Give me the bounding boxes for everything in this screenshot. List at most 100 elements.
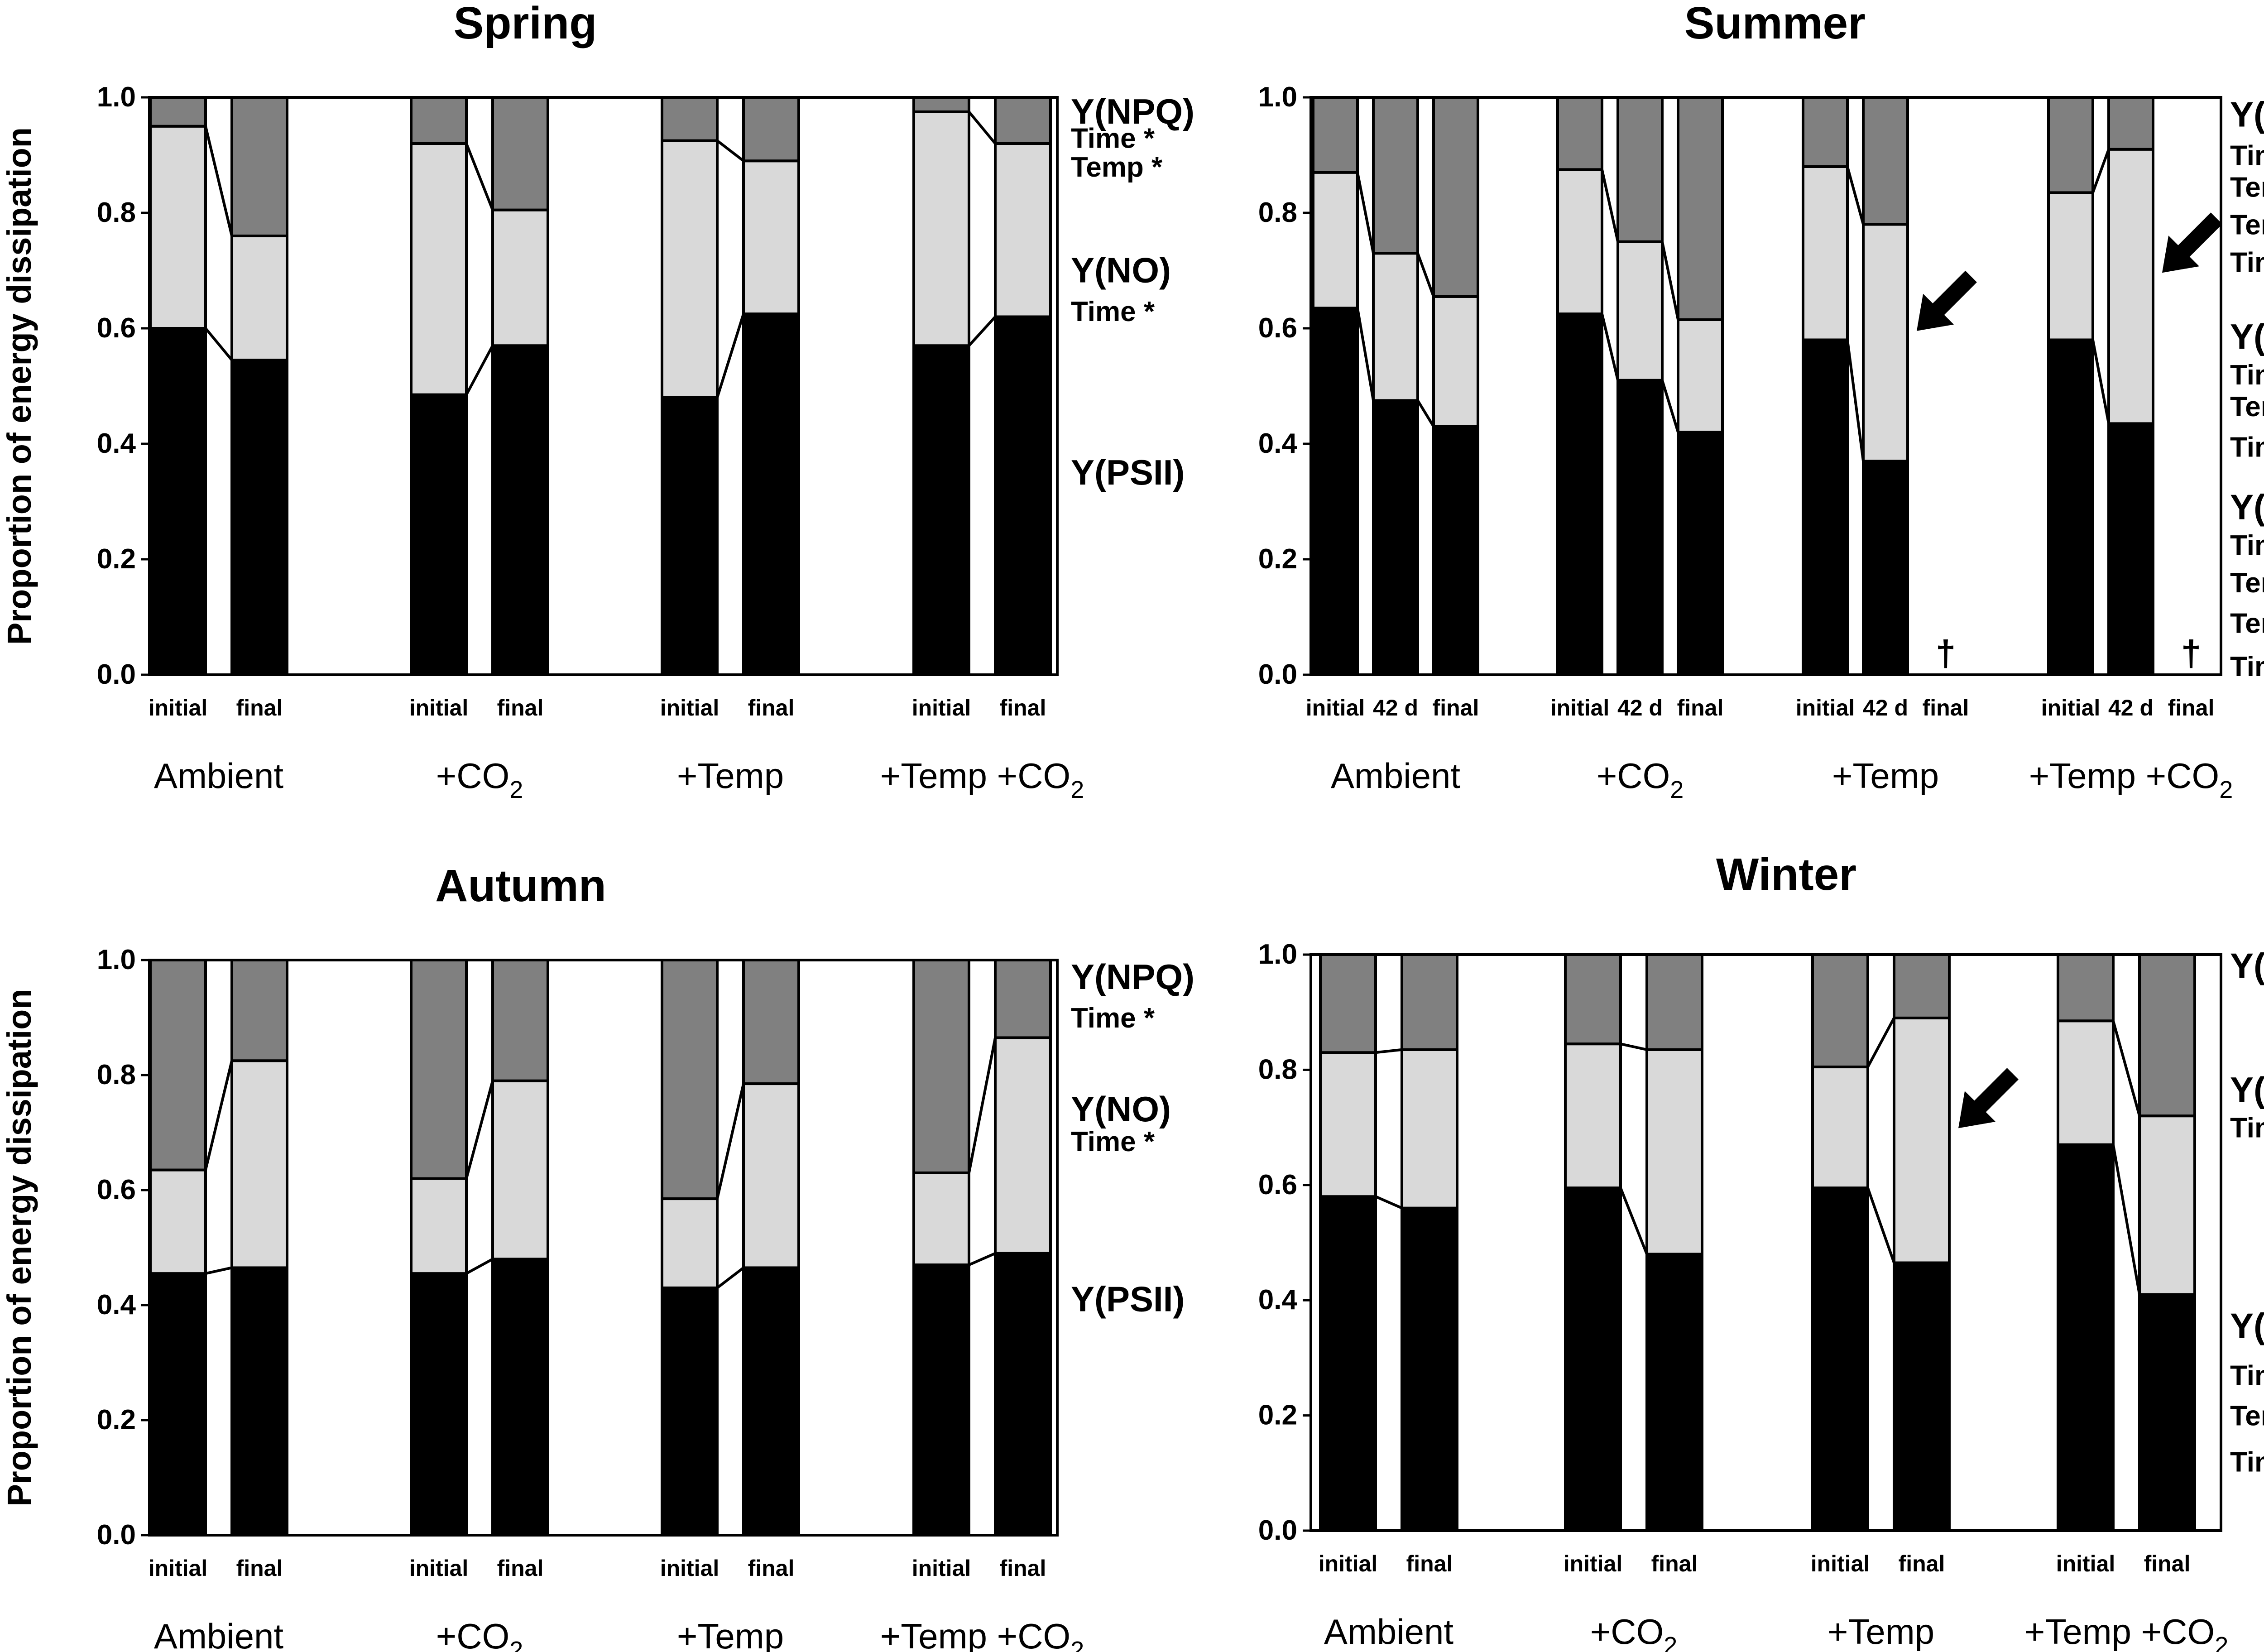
y-tick-label: 1.0 xyxy=(1258,939,1297,970)
stat-label: Temp * xyxy=(2230,567,2264,599)
bar-segment-no xyxy=(1312,171,1359,310)
stat-label: Time * xyxy=(1071,1003,1155,1034)
connector-line xyxy=(968,1252,996,1266)
stat-label: Time * xyxy=(2230,247,2264,278)
bar-segment-psii xyxy=(1312,307,1359,676)
stat-label: Time * xyxy=(2230,140,2264,172)
group-label: +CO2 xyxy=(436,756,523,803)
bar-segment-npq xyxy=(230,96,288,237)
y-axis-label: Proportion of energy dissipation xyxy=(0,989,38,1507)
bar-segment-npq xyxy=(1862,96,1909,226)
connector-line xyxy=(204,1060,233,1171)
stat-label: Time * xyxy=(1071,1126,1155,1157)
bar-segment-psii xyxy=(1893,1261,1951,1532)
bar-segment-no xyxy=(491,208,549,347)
bar-label: initial xyxy=(2041,695,2101,720)
bar-segment-psii xyxy=(912,344,970,676)
bar-segment-psii xyxy=(1564,1186,1622,1532)
bar-segment-no xyxy=(1432,295,1479,428)
bar-label: initial xyxy=(1811,1551,1870,1576)
stat-label: Time * xyxy=(2230,530,2264,561)
connector-line xyxy=(1416,399,1435,427)
bar-segment-npq xyxy=(1677,96,1724,321)
connector-line xyxy=(1601,169,1619,242)
bar-segment-psii xyxy=(1556,312,1603,676)
connector-line xyxy=(1375,1048,1402,1054)
bar-segment-no xyxy=(1893,1016,1951,1264)
bar-segment-no xyxy=(1319,1051,1377,1198)
group-label: +CO2 xyxy=(1590,1612,1678,1652)
bar-segment-psii xyxy=(2057,1143,2115,1532)
component-label: Y(PSII) xyxy=(2230,487,2264,527)
connector-line xyxy=(465,143,494,211)
bar-segment-psii xyxy=(1616,379,1664,676)
group-label: +Temp +CO2 xyxy=(880,756,1084,803)
component-label: Y(NPQ) xyxy=(1071,91,1194,131)
bar-segment-psii xyxy=(1432,425,1479,676)
bar-segment-npq xyxy=(410,959,468,1180)
bar-segment-npq xyxy=(1319,953,1377,1054)
bar-segment-no xyxy=(994,1036,1052,1255)
bar-label: final xyxy=(1677,695,1724,720)
component-label: Y(NPQ) xyxy=(2230,946,2264,985)
group-label: Ambient xyxy=(1324,1612,1453,1652)
bar-label: final xyxy=(236,695,283,720)
group-label: +Temp +CO2 xyxy=(880,1616,1084,1652)
component-label: Y(NPQ) xyxy=(1071,957,1194,997)
bar-segment-npq xyxy=(994,959,1052,1039)
y-tick-label: 0.6 xyxy=(97,312,136,344)
bar-segment-npq xyxy=(1312,96,1359,174)
bar-segment-npq xyxy=(1616,96,1664,243)
bar-label: final xyxy=(1651,1551,1698,1576)
bar-label: initial xyxy=(1564,1551,1623,1576)
bar-segment-psii xyxy=(2047,338,2094,676)
stat-label: Time * xyxy=(2230,360,2264,391)
stat-label: Time * xyxy=(2230,1360,2264,1392)
y-tick-label: 0.8 xyxy=(97,197,136,228)
bar-label: 42 d xyxy=(1617,695,1663,720)
y-tick-label: 0.4 xyxy=(97,1289,136,1321)
connector-line xyxy=(1846,340,1865,461)
connector-line xyxy=(1416,253,1435,297)
connector-line xyxy=(204,126,233,236)
bar-segment-npq xyxy=(149,96,207,128)
bar-label: initial xyxy=(1550,695,1610,720)
bar-segment-npq xyxy=(2107,96,2154,151)
bar-segment-npq xyxy=(1372,96,1419,255)
component-label: Y(NO) xyxy=(2230,1070,2264,1109)
bar-segment-npq xyxy=(1401,953,1458,1051)
bar-segment-npq xyxy=(149,959,207,1172)
bar-segment-psii xyxy=(410,393,468,676)
bar-segment-psii xyxy=(661,1286,719,1537)
connector-line xyxy=(1356,307,1375,401)
bar-label: initial xyxy=(149,1556,208,1581)
y-tick-label: 0.8 xyxy=(1258,1054,1297,1085)
connector-line xyxy=(968,316,997,347)
bar-label: initial xyxy=(660,1556,719,1581)
bar-segment-psii xyxy=(1401,1206,1458,1532)
stat-label: Temp x xyxy=(2230,1401,2264,1432)
bar-label: initial xyxy=(149,695,208,720)
group-label: +Temp xyxy=(677,756,784,796)
panel-spring: Spring Proportion of energy dissipation 0.… xyxy=(0,0,1194,803)
stat-label: Temp * xyxy=(2230,172,2264,203)
dead-marker: † xyxy=(2181,633,2202,673)
bar-label: initial xyxy=(1796,695,1855,720)
bar-segment-no xyxy=(742,1082,800,1269)
bar-segment-no xyxy=(2047,191,2094,341)
plot-frame xyxy=(1309,96,2222,676)
connector-line xyxy=(204,327,233,361)
y-tick-label: 0.2 xyxy=(1258,543,1297,575)
y-tick-label: 0.2 xyxy=(97,543,136,575)
bar-label: initial xyxy=(660,695,719,720)
y-tick-label: 1.0 xyxy=(97,82,136,113)
dead-marker: † xyxy=(1936,633,1956,673)
bar-segment-no xyxy=(1645,1048,1703,1256)
y-tick-label: 0.0 xyxy=(1258,1515,1297,1546)
bar-segment-psii xyxy=(661,396,719,676)
bar-segment-no xyxy=(1616,240,1664,382)
highlight-arrow xyxy=(1958,1068,2019,1129)
panel-title: Autumn xyxy=(435,860,606,911)
y-tick-label: 0.8 xyxy=(1258,197,1297,228)
y-tick-label: 0.2 xyxy=(97,1404,136,1436)
